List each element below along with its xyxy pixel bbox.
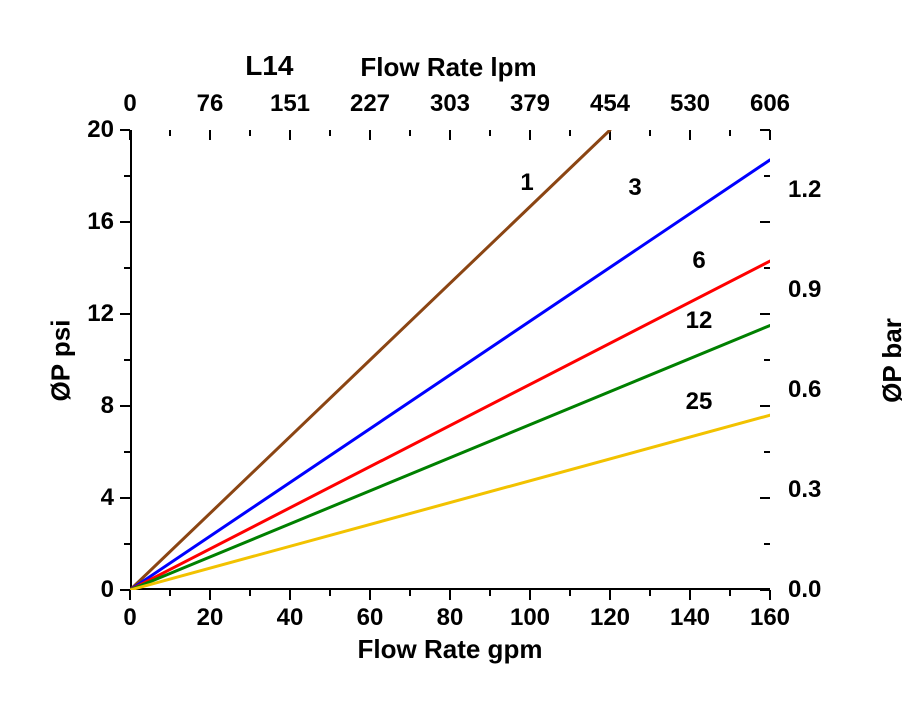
series-line-3 bbox=[130, 160, 770, 590]
series-lines bbox=[0, 0, 908, 702]
series-line-12 bbox=[130, 326, 770, 591]
series-line-25 bbox=[130, 415, 770, 590]
series-line-6 bbox=[130, 261, 770, 590]
series-line-1 bbox=[130, 130, 610, 590]
